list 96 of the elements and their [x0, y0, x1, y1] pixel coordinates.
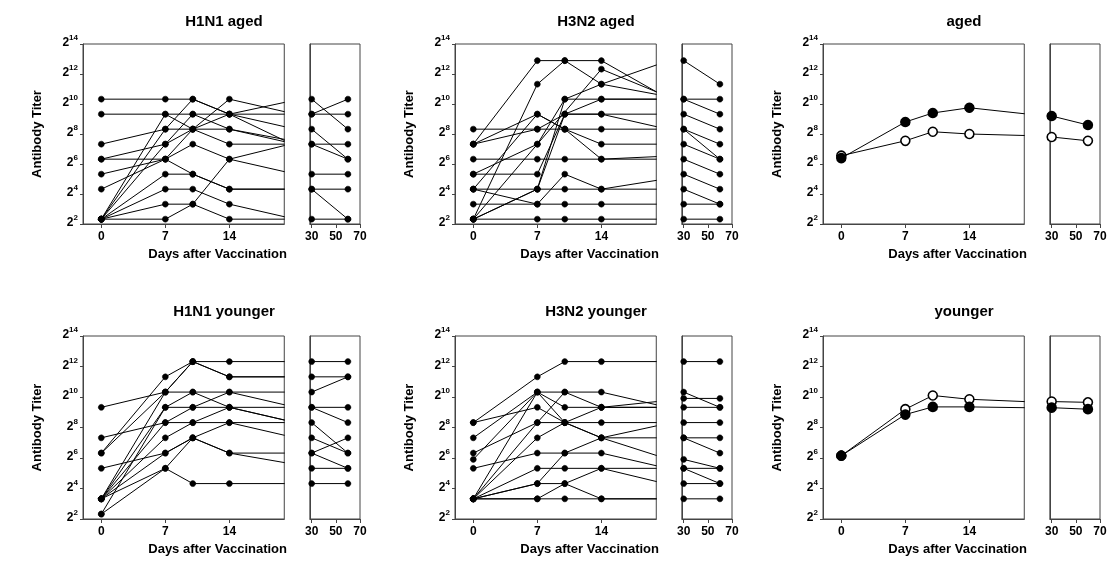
y-axis-title: Antibody Titer — [401, 90, 416, 178]
chart-title: younger — [934, 302, 994, 319]
y-tick-label: 2$^{2}$ — [66, 213, 78, 229]
x-tick-label: 0 — [469, 229, 477, 243]
x-tick-label: 0 — [469, 524, 477, 538]
x-tick-label: 7 — [533, 229, 541, 243]
x-tick-label: 14 — [962, 229, 977, 243]
x-tick-label: 30 — [676, 229, 691, 243]
y-tick-label: 2$^{12}$ — [802, 63, 818, 79]
x-tick-label: 7 — [901, 524, 909, 538]
x-tick-label: 70 — [725, 524, 739, 538]
y-tick-label: 2$^{12}$ — [62, 63, 78, 79]
y-tick-label: 2$^{2}$ — [438, 213, 450, 229]
y-axis-title: Antibody Titer — [29, 383, 44, 472]
y-tick-label: 2$^{12}$ — [802, 355, 818, 372]
y-tick-label: 2$^{6}$ — [438, 153, 450, 169]
y-tick-label: 2$^{14}$ — [802, 325, 818, 341]
y-tick-label: 2$^{10}$ — [802, 93, 818, 109]
x-tick-label: 70 — [1093, 524, 1107, 538]
y-tick-label: 2$^{14}$ — [62, 33, 78, 49]
y-tick-label: 2$^{2}$ — [66, 508, 78, 524]
y-tick-label: 2$^{2}$ — [806, 508, 818, 524]
x-axis-title: Days after Vaccination — [888, 245, 1028, 261]
y-tick-label: 2$^{14}$ — [802, 33, 818, 49]
x-tick-label: 7 — [161, 524, 169, 538]
y-axis-title: Antibody Titer — [769, 383, 784, 472]
y-tick-label: 2$^{8}$ — [806, 123, 818, 139]
y-tick-label: 2$^{4}$ — [806, 477, 818, 494]
x-tick-label: 0 — [837, 229, 845, 243]
x-tick-label: 7 — [161, 229, 169, 243]
y-axis-title: Antibody Titer — [401, 383, 416, 472]
x-tick-label: 30 — [1044, 229, 1059, 243]
x-tick-label: 50 — [1069, 229, 1083, 243]
x-tick-label: 14 — [962, 524, 977, 538]
y-tick-label: 2$^{4}$ — [806, 183, 818, 199]
y-tick-label: 2$^{6}$ — [806, 447, 818, 463]
x-tick-label: 70 — [353, 524, 367, 538]
y-tick-label: 2$^{8}$ — [806, 416, 818, 433]
x-tick-label: 50 — [701, 524, 715, 538]
x-tick-label: 50 — [1069, 524, 1083, 538]
chart-title: H1N1 younger — [173, 302, 275, 319]
y-tick-label: 2$^{12}$ — [434, 355, 450, 372]
y-tick-label: 2$^{6}$ — [66, 153, 78, 169]
x-axis-title: Days after Vaccination — [148, 245, 288, 261]
x-tick-label: 30 — [304, 524, 319, 538]
x-tick-label: 70 — [725, 229, 739, 243]
y-tick-label: 2$^{8}$ — [66, 416, 78, 433]
x-tick-label: 0 — [837, 524, 845, 538]
chart-title: H3N2 aged — [557, 12, 635, 29]
x-tick-label: 0 — [97, 524, 105, 538]
y-tick-label: 2$^{6}$ — [438, 447, 450, 463]
x-tick-label: 50 — [701, 229, 715, 243]
x-tick-label: 14 — [594, 524, 609, 538]
y-tick-label: 2$^{14}$ — [434, 325, 450, 341]
y-tick-label: 2$^{2}$ — [438, 508, 450, 524]
x-tick-label: 0 — [97, 229, 105, 243]
x-tick-label: 30 — [676, 524, 691, 538]
x-tick-label: 50 — [329, 524, 343, 538]
x-tick-label: 14 — [222, 524, 237, 538]
y-tick-label: 2$^{4}$ — [66, 183, 78, 199]
x-tick-label: 30 — [304, 229, 319, 243]
y-tick-label: 2$^{4}$ — [438, 183, 450, 199]
x-axis-title: Days after Vaccination — [520, 245, 660, 261]
y-tick-label: 2$^{2}$ — [806, 213, 818, 229]
y-axis-title: Antibody Titer — [769, 90, 784, 178]
x-tick-label: 70 — [1093, 229, 1107, 243]
x-tick-label: 7 — [901, 229, 909, 243]
y-axis-title: Antibody Titer — [29, 90, 44, 178]
x-axis-title: Days after Vaccination — [888, 540, 1028, 556]
x-tick-label: 70 — [353, 229, 367, 243]
x-tick-label: 7 — [533, 524, 541, 538]
y-tick-label: 2$^{12}$ — [434, 63, 450, 79]
x-tick-label: 14 — [594, 229, 609, 243]
chart-title: H3N2 younger — [545, 302, 647, 319]
y-tick-label: 2$^{6}$ — [806, 153, 818, 169]
y-tick-label: 2$^{8}$ — [66, 123, 78, 139]
y-tick-label: 2$^{10}$ — [62, 386, 78, 402]
y-tick-label: 2$^{12}$ — [62, 355, 78, 372]
chart-title: aged — [946, 12, 982, 29]
y-tick-label: 2$^{8}$ — [438, 416, 450, 433]
y-tick-label: 2$^{10}$ — [434, 386, 450, 402]
y-tick-label: 2$^{10}$ — [434, 93, 450, 109]
y-tick-label: 2$^{10}$ — [62, 93, 78, 109]
x-axis-title: Days after Vaccination — [148, 540, 288, 556]
y-tick-label: 2$^{4}$ — [438, 477, 450, 494]
y-tick-label: 2$^{14}$ — [434, 33, 450, 49]
x-tick-label: 50 — [329, 229, 343, 243]
y-tick-label: 2$^{14}$ — [62, 325, 78, 341]
y-tick-label: 2$^{8}$ — [438, 123, 450, 139]
x-tick-label: 30 — [1044, 524, 1059, 538]
y-tick-label: 2$^{6}$ — [66, 447, 78, 463]
chart-title: H1N1 aged — [185, 12, 263, 29]
y-tick-label: 2$^{10}$ — [802, 386, 818, 402]
y-tick-label: 2$^{4}$ — [66, 477, 78, 494]
x-tick-label: 14 — [222, 229, 237, 243]
x-axis-title: Days after Vaccination — [520, 540, 660, 556]
